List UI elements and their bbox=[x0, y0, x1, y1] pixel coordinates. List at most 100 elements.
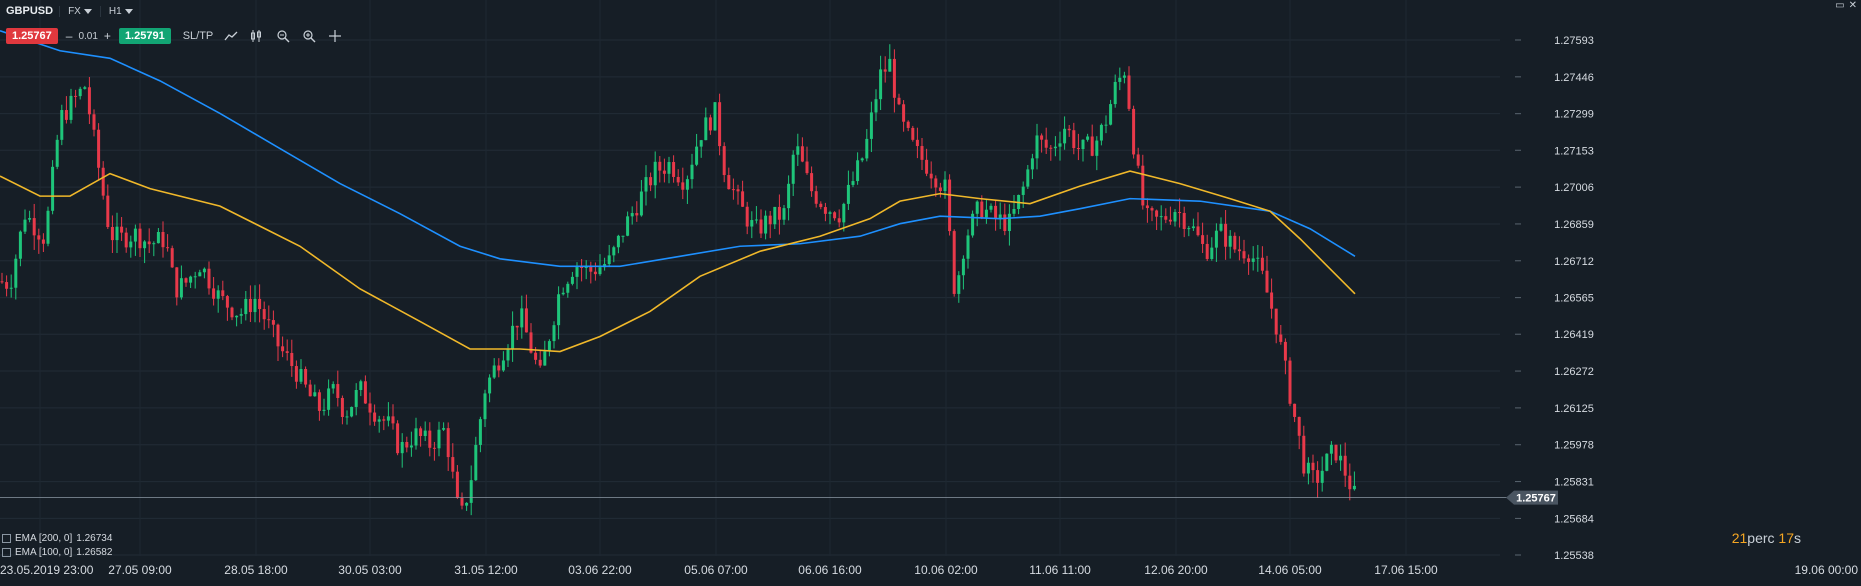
quantity-value[interactable]: 0.01 bbox=[78, 30, 98, 42]
candle-up bbox=[796, 146, 800, 155]
candle-down bbox=[1293, 403, 1297, 417]
candle-down bbox=[902, 104, 906, 122]
indicator-label: EMA [100, 0] bbox=[15, 547, 73, 558]
candle-up bbox=[55, 139, 59, 167]
candle-up bbox=[561, 292, 565, 295]
candle-down bbox=[1288, 360, 1292, 404]
sltp-button[interactable]: SL/TP bbox=[182, 30, 214, 42]
candle-up bbox=[773, 206, 777, 225]
market-label: FX bbox=[68, 5, 81, 17]
candle-up bbox=[961, 258, 965, 276]
indicator-settings-icon[interactable] bbox=[2, 534, 11, 543]
candle-up bbox=[1187, 228, 1191, 230]
sell-button[interactable]: 1.25767 bbox=[6, 28, 58, 44]
candle-up bbox=[1210, 247, 1214, 259]
countdown-minutes: 21 bbox=[1731, 530, 1748, 546]
candle-down bbox=[368, 403, 372, 413]
candle-down bbox=[455, 471, 459, 498]
decrease-quantity-button[interactable]: – bbox=[65, 29, 73, 43]
candle-down bbox=[258, 298, 262, 310]
candle-up bbox=[879, 69, 883, 100]
candle-up bbox=[345, 416, 349, 418]
ema-200-line bbox=[0, 29, 1356, 268]
candle-up bbox=[506, 348, 510, 361]
candle-up bbox=[69, 95, 73, 120]
candle-down bbox=[980, 201, 984, 218]
candle-up bbox=[244, 298, 248, 315]
timeframe-dropdown[interactable]: H1 bbox=[99, 5, 141, 17]
indicator-legend-ema100[interactable]: EMA [100, 0] 1.26582 bbox=[2, 547, 112, 558]
candle-up bbox=[129, 241, 133, 248]
candle-down bbox=[538, 359, 542, 366]
chevron-down-icon bbox=[124, 8, 133, 14]
candle-up bbox=[253, 298, 257, 313]
candle-down bbox=[1279, 334, 1283, 342]
x-axis: 23.05.2019 23:00 27.05 09:00 28.05 18:00 30… bbox=[0, 563, 1858, 577]
candle-up bbox=[409, 445, 413, 448]
candle-up bbox=[1012, 209, 1016, 214]
zoom-out-icon[interactable] bbox=[275, 28, 291, 44]
x-tick-label: 28.05 18:00 bbox=[224, 563, 288, 577]
candle-up bbox=[28, 218, 32, 220]
candle-down bbox=[497, 365, 501, 371]
candle-up bbox=[179, 278, 183, 298]
candle-up bbox=[851, 181, 855, 185]
candle-up bbox=[133, 228, 137, 242]
candle-up bbox=[18, 231, 22, 259]
candle-up bbox=[350, 406, 354, 417]
candle-up bbox=[612, 247, 616, 256]
candle-down bbox=[1205, 243, 1209, 259]
indicator-legend-ema200[interactable]: EMA [200, 0] 1.26734 bbox=[2, 533, 112, 544]
candle-up bbox=[377, 419, 381, 422]
candle-down bbox=[101, 167, 105, 196]
restore-window-button[interactable]: ▭ bbox=[1835, 0, 1845, 11]
y-tick-label: 1.26125 bbox=[1554, 403, 1594, 415]
y-axis: 1.27593 1.27446 1.27299 1.27153 1.27006 1.268… bbox=[1515, 35, 1594, 562]
candle-down bbox=[207, 268, 211, 289]
candle-up bbox=[51, 166, 55, 211]
candle-up bbox=[465, 502, 469, 506]
candle-up bbox=[313, 392, 317, 397]
increase-quantity-button[interactable]: + bbox=[103, 29, 111, 43]
candle-up bbox=[547, 341, 551, 352]
candle-up bbox=[386, 416, 390, 421]
candle-up bbox=[695, 146, 699, 165]
candle-down bbox=[161, 232, 165, 248]
candle-up bbox=[60, 110, 64, 140]
candle-down bbox=[920, 146, 924, 160]
candle-up bbox=[354, 389, 358, 407]
candle-down bbox=[718, 102, 722, 147]
candle-up bbox=[754, 219, 758, 221]
quantity-stepper[interactable]: – 0.01 + bbox=[58, 29, 119, 43]
close-window-button[interactable]: ✕ bbox=[1848, 0, 1857, 11]
candlestick-icon[interactable] bbox=[249, 28, 265, 44]
line-chart-icon[interactable] bbox=[223, 28, 239, 44]
candle-down bbox=[934, 178, 938, 188]
candle-down bbox=[373, 412, 377, 422]
candle-down bbox=[1044, 139, 1048, 148]
candle-up bbox=[1320, 470, 1324, 483]
market-dropdown[interactable]: FX bbox=[59, 5, 100, 17]
y-tick-label: 1.26565 bbox=[1554, 293, 1594, 305]
candle-down bbox=[672, 162, 676, 177]
candle-down bbox=[37, 235, 41, 240]
indicator-settings-icon[interactable] bbox=[2, 548, 11, 557]
candle-up bbox=[152, 243, 156, 245]
candle-down bbox=[1237, 249, 1241, 252]
candle-down bbox=[446, 428, 450, 458]
candle-up bbox=[83, 87, 87, 89]
candle-up bbox=[846, 184, 850, 204]
ema-100-line bbox=[0, 170, 1356, 353]
candle-down bbox=[184, 278, 188, 283]
zoom-in-icon[interactable] bbox=[301, 28, 317, 44]
candle-down bbox=[593, 271, 597, 275]
x-tick-label: 27.05 09:00 bbox=[108, 563, 172, 577]
candle-down bbox=[1003, 214, 1007, 232]
candle-down bbox=[580, 266, 584, 269]
buy-button[interactable]: 1.25791 bbox=[118, 28, 171, 44]
candle-down bbox=[994, 205, 998, 219]
candle-down bbox=[1145, 205, 1149, 209]
crosshair-icon[interactable] bbox=[327, 28, 343, 44]
